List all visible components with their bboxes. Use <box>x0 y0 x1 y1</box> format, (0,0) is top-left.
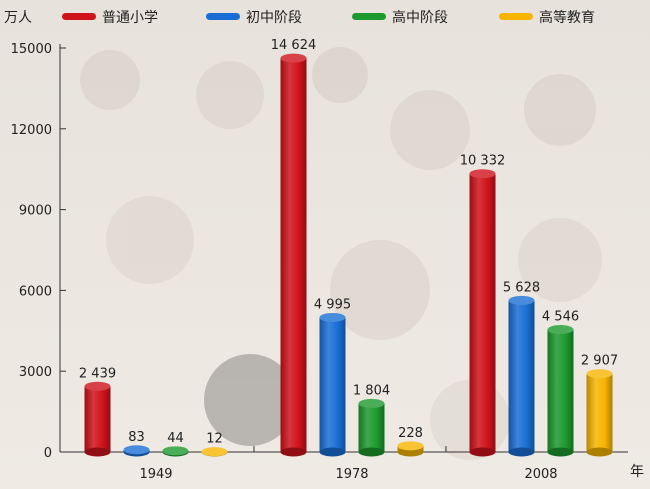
bar-body <box>586 373 613 452</box>
bar-cap <box>469 169 496 179</box>
bar: 10 332 <box>460 154 506 457</box>
x-tick-label: 2008 <box>524 467 557 482</box>
bar-body <box>469 173 496 452</box>
legend-label: 初中阶段 <box>246 9 302 26</box>
y-tick-label: 12000 <box>11 123 52 138</box>
data-label: 14 624 <box>271 38 317 53</box>
bar-body <box>508 300 535 452</box>
legend-swatch <box>206 13 240 20</box>
legend-item: 高中阶段 <box>352 9 448 26</box>
bar: 44 <box>162 431 189 457</box>
bar: 4 995 <box>314 297 351 457</box>
y-tick-label: 0 <box>44 446 52 461</box>
y-tick-label: 15000 <box>11 42 52 57</box>
legend-label: 高等教育 <box>539 9 595 26</box>
bar: 1 804 <box>353 383 390 457</box>
bar-cap <box>319 312 346 322</box>
bar: 14 624 <box>271 38 317 457</box>
data-label: 5 628 <box>503 280 540 295</box>
y-axis-ticks: 0 3000 6000 9000 12000 15000 <box>11 42 66 461</box>
bar-base <box>586 447 613 457</box>
data-label: 83 <box>128 430 145 445</box>
bar-body <box>84 386 111 452</box>
bar-cap <box>508 295 535 305</box>
bar: 2 907 <box>581 354 618 457</box>
bar: 2 439 <box>79 366 116 457</box>
y-tick-label: 6000 <box>19 284 52 299</box>
legend-item: 初中阶段 <box>206 9 302 26</box>
legend-item: 高等教育 <box>499 9 595 26</box>
bar-cap <box>397 441 424 451</box>
y-tick-label: 9000 <box>19 204 52 219</box>
bar-cap <box>84 381 111 391</box>
bar-cap <box>586 369 613 379</box>
legend-swatch <box>352 13 386 20</box>
bar-base <box>84 447 111 457</box>
legend: 普通小学 初中阶段 高中阶段 高等教育 <box>62 9 595 26</box>
data-label: 2 439 <box>79 366 116 381</box>
data-label: 4 995 <box>314 297 351 312</box>
bar-body <box>280 58 307 453</box>
bar-cap <box>123 445 150 455</box>
background-photo <box>80 47 602 460</box>
data-label: 228 <box>398 426 423 441</box>
bar-cap <box>547 325 574 335</box>
legend-item: 普通小学 <box>62 10 158 26</box>
legend-label: 高中阶段 <box>392 9 448 26</box>
x-tick-label: 1949 <box>139 467 172 482</box>
bar-base <box>469 447 496 457</box>
bar-base <box>319 447 346 457</box>
data-label: 44 <box>167 431 184 446</box>
bar-base <box>358 447 385 457</box>
data-label: 2 907 <box>581 354 618 369</box>
bars: 2 439 83 44 12 14 624 4 995 1 804 228 10 332 5 62… <box>79 38 618 457</box>
data-label: 10 332 <box>460 154 506 169</box>
legend-swatch <box>62 13 96 20</box>
x-tick-label: 1978 <box>335 467 368 482</box>
data-label: 4 546 <box>542 310 579 325</box>
bar: 83 <box>123 430 150 457</box>
bar-base <box>547 447 574 457</box>
y-tick-label: 3000 <box>19 365 52 380</box>
bar-cap <box>358 398 385 408</box>
bar-cap <box>201 447 228 457</box>
bar-body <box>319 317 346 452</box>
bar-body <box>358 403 385 452</box>
bar-body <box>547 329 574 452</box>
bar-base <box>280 447 307 457</box>
x-axis-unit-label: 年 <box>630 464 644 480</box>
bar-cap <box>162 446 189 456</box>
bar-cap <box>280 53 307 63</box>
bar: 5 628 <box>503 280 540 457</box>
x-axis-ticks: 1949 1978 2008 <box>139 446 558 482</box>
data-label: 1 804 <box>353 383 390 398</box>
legend-label: 普通小学 <box>102 10 158 26</box>
y-axis-unit-label: 万人 <box>4 10 32 26</box>
bar-base <box>508 447 535 457</box>
bar: 228 <box>397 426 424 457</box>
data-label: 12 <box>206 432 223 447</box>
legend-swatch <box>499 13 533 20</box>
bar: 12 <box>201 432 228 457</box>
bar: 4 546 <box>542 310 579 457</box>
